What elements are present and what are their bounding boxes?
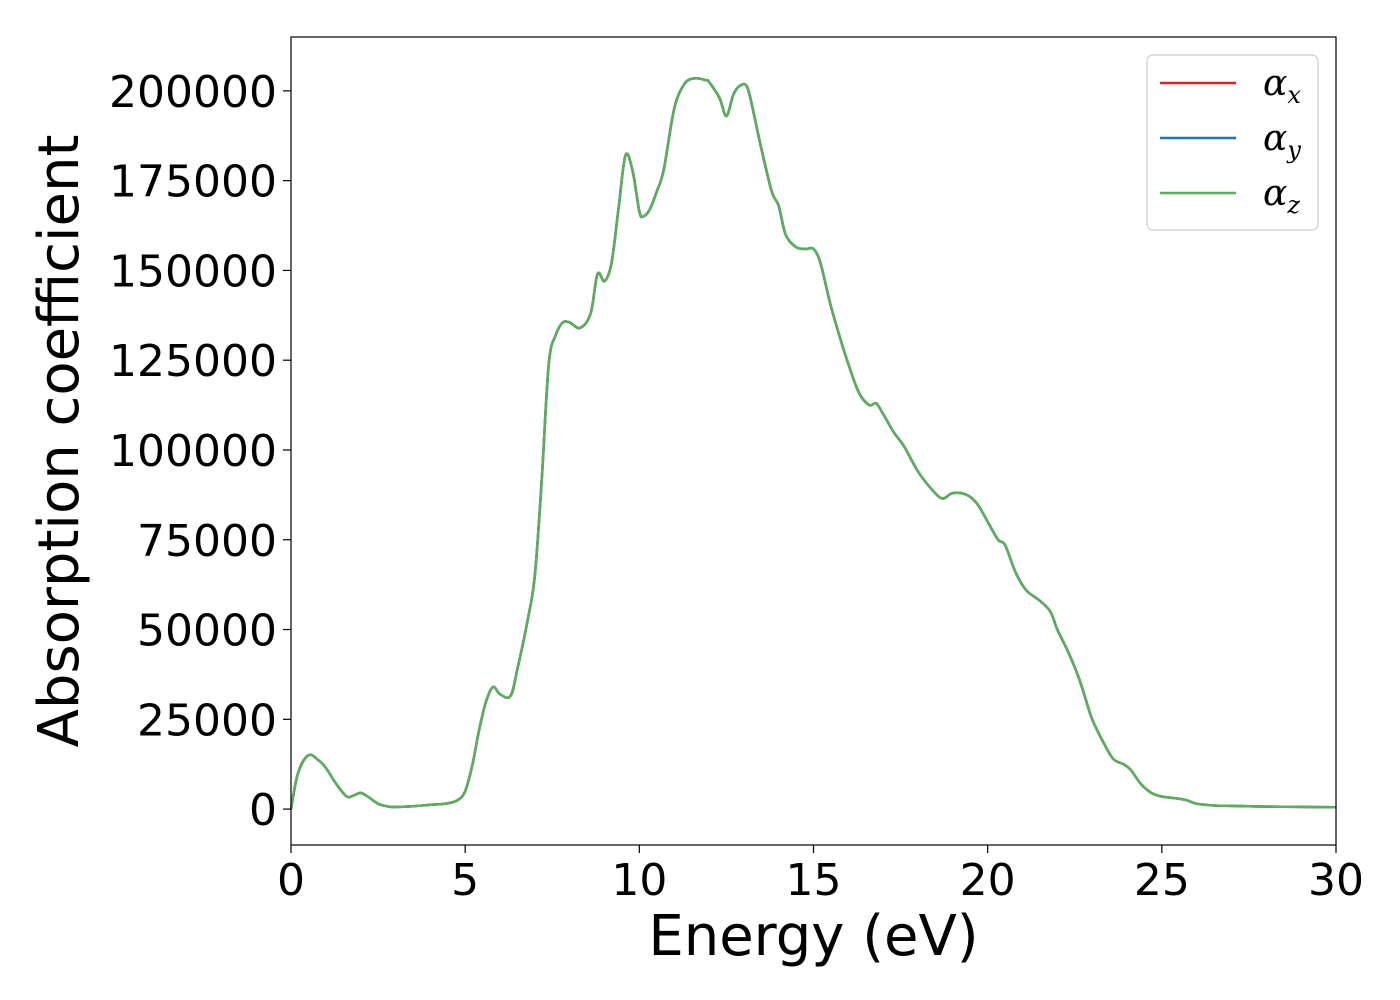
x-tick-label: 30 (1308, 855, 1364, 906)
y-axis-label: Absorption coefficient (27, 135, 92, 748)
x-tick-label: 25 (1134, 855, 1190, 906)
y-tick-label: 175000 (109, 157, 277, 208)
series-layer (289, 76, 1337, 810)
legend-box (1146, 54, 1319, 231)
y-axis-ticks: 0 25000 50000 75000 100000 125000 150000 175000… (109, 67, 291, 836)
x-tick-label: 5 (451, 855, 479, 906)
y-tick-label: 125000 (109, 336, 277, 387)
y-tick-label: 200000 (109, 67, 277, 118)
x-axis-label: Energy (eV) (648, 904, 978, 969)
x-tick-label: 20 (960, 855, 1016, 906)
y-tick-label: 50000 (137, 606, 277, 657)
series-line-alpha-z (289, 76, 1337, 810)
y-tick-label: 100000 (109, 426, 277, 477)
x-tick-label: 0 (277, 855, 305, 906)
x-axis-ticks: 0 5 10 15 20 25 30 (277, 845, 1364, 906)
y-tick-label: 75000 (137, 516, 277, 567)
x-tick-label: 10 (611, 855, 667, 906)
x-tick-label: 15 (786, 855, 842, 906)
y-tick-label: 25000 (137, 695, 277, 746)
y-tick-label: 150000 (109, 246, 277, 297)
y-tick-label: 0 (249, 785, 277, 836)
